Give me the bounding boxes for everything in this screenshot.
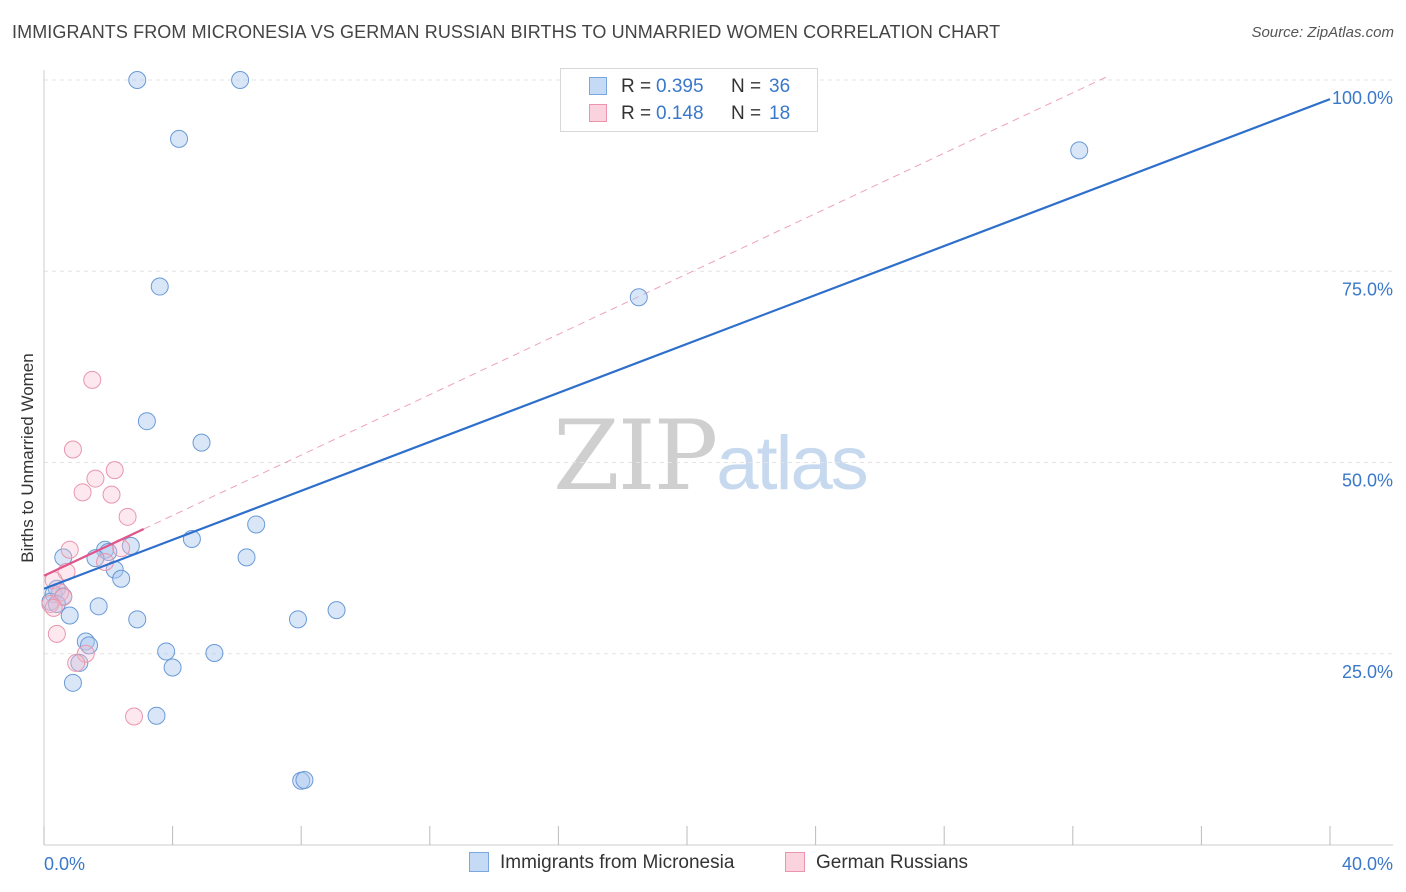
trendline-german-russians — [43, 528, 145, 577]
data-point-micronesia — [112, 569, 131, 588]
legend-r-label: R = — [621, 103, 652, 124]
data-point-micronesia — [137, 412, 156, 431]
data-point-german-russians — [47, 624, 66, 643]
data-point-micronesia — [163, 658, 182, 677]
source-label: Source: ZipAtlas.com — [1251, 24, 1394, 41]
legend-swatch-german-russians — [589, 104, 607, 122]
data-point-micronesia — [247, 515, 266, 534]
data-point-micronesia — [629, 288, 648, 307]
data-point-micronesia — [60, 606, 79, 625]
legend-label-german-russians: German Russians — [816, 852, 969, 873]
data-point-german-russians — [83, 370, 102, 389]
legend-swatch-micronesia — [589, 77, 607, 95]
legend-r-value: 0.395 — [656, 76, 704, 97]
data-point-micronesia — [205, 643, 224, 662]
data-point-micronesia — [288, 610, 307, 629]
x-tick-label: 0.0% — [44, 854, 85, 874]
data-point-german-russians — [73, 483, 92, 502]
data-point-micronesia — [170, 129, 189, 148]
legend-n-value: 36 — [769, 76, 791, 97]
data-point-micronesia — [295, 770, 314, 789]
data-point-micronesia — [327, 601, 346, 620]
x-tick-label: 40.0% — [1342, 854, 1393, 874]
legend-series: Immigrants from Micronesia German Russia… — [0, 850, 1406, 880]
legend-swatch-micronesia — [469, 852, 489, 872]
legend-label-micronesia: Immigrants from Micronesia — [500, 852, 735, 873]
data-point-german-russians — [67, 653, 86, 672]
watermark-atlas: atlas — [716, 421, 869, 506]
legend-r-label: R = — [621, 76, 652, 97]
y-tick-label: 25.0% — [1342, 662, 1393, 682]
data-point-german-russians — [102, 485, 121, 504]
data-point-micronesia — [157, 642, 176, 661]
legend-n-label: N = — [731, 103, 762, 124]
legend-stats: R = 0.395 N = 36 R = 0.148 N = 18 — [560, 68, 818, 132]
data-point-micronesia — [237, 548, 256, 567]
watermark-zip: ZIP — [553, 400, 718, 512]
data-point-german-russians — [76, 644, 95, 663]
data-point-micronesia — [1070, 141, 1089, 160]
data-point-german-russians — [118, 507, 137, 526]
data-point-german-russians — [60, 540, 79, 559]
legend-n-label: N = — [731, 76, 762, 97]
trendline-german-russians-extension — [143, 75, 1109, 530]
data-point-micronesia — [63, 673, 82, 692]
y-axis-label: Births to Unmarried Women — [18, 353, 37, 562]
y-tick-label: 75.0% — [1342, 279, 1393, 299]
legend-n-value: 18 — [769, 103, 791, 124]
data-point-german-russians — [105, 461, 124, 480]
data-point-micronesia — [147, 706, 166, 725]
data-point-micronesia — [89, 597, 108, 616]
legend-swatch-german-russians — [785, 852, 805, 872]
data-point-german-russians — [63, 440, 82, 459]
chart-title: IMMIGRANTS FROM MICRONESIA VS GERMAN RUS… — [12, 22, 1001, 42]
legend-r-value: 0.148 — [656, 103, 704, 124]
data-point-micronesia — [128, 610, 147, 629]
legend-stats-row-german-russians: R = 0.148 N = 18 — [561, 101, 817, 127]
y-tick-label: 100.0% — [1332, 88, 1393, 108]
data-point-micronesia — [128, 71, 147, 89]
data-point-micronesia — [150, 277, 169, 296]
trendline-micronesia — [43, 98, 1331, 590]
y-tick-label: 50.0% — [1342, 471, 1393, 491]
data-point-german-russians — [44, 598, 63, 617]
data-point-german-russians — [125, 707, 144, 726]
data-point-micronesia — [231, 71, 250, 89]
data-point-german-russians — [86, 469, 105, 488]
legend-stats-row-micronesia: R = 0.395 N = 36 — [561, 74, 817, 100]
watermark: ZIPatlas — [553, 400, 869, 512]
data-point-micronesia — [192, 433, 211, 452]
